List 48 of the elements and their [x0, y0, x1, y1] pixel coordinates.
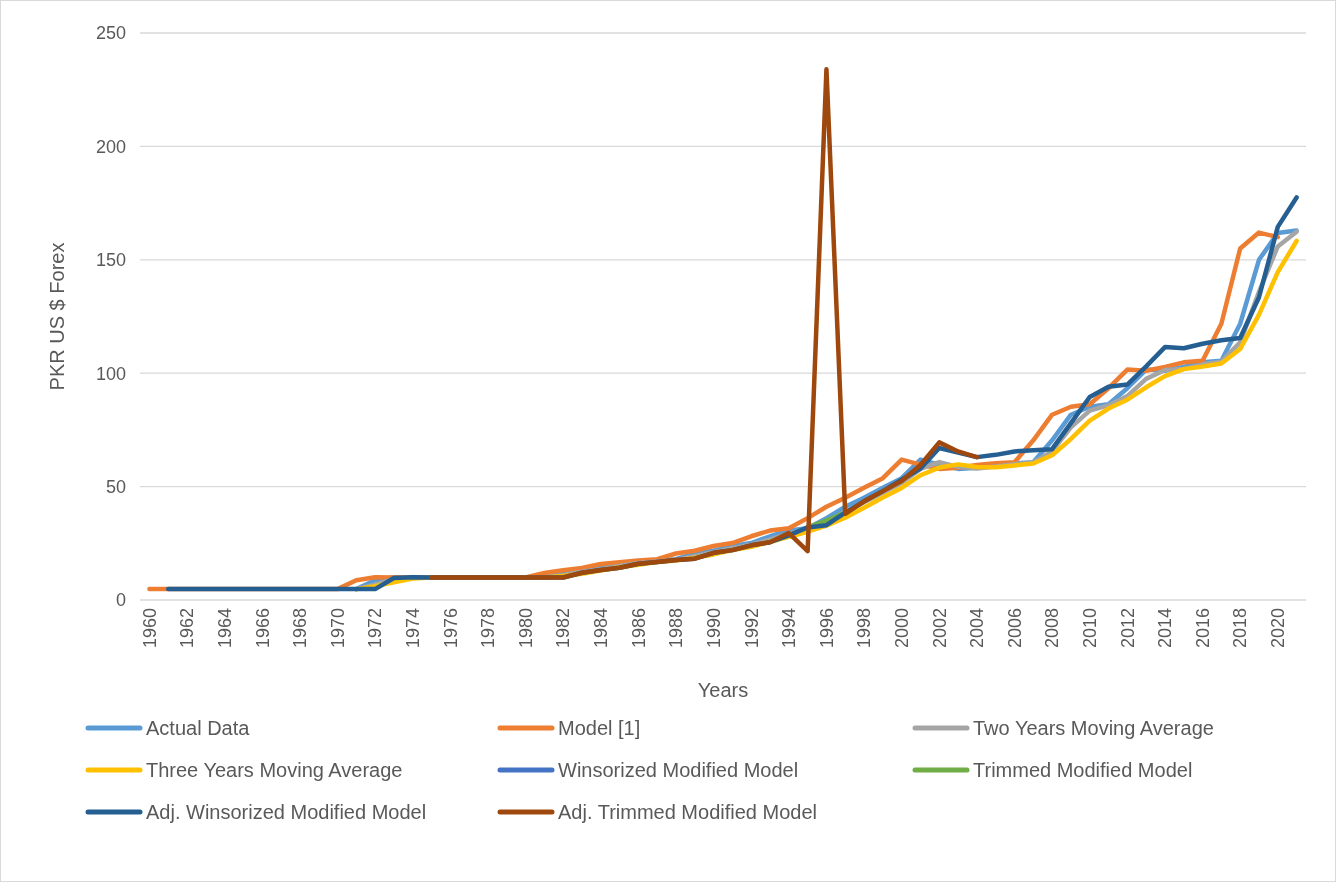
line-series [429, 67, 980, 580]
x-tick-label: 1968 [290, 608, 311, 649]
x-tick-label: 1996 [816, 608, 837, 649]
legend-label: Adj. Trimmed Modified Model [558, 801, 817, 823]
x-tick-label: 2004 [967, 608, 988, 649]
x-tick-label: 2018 [1230, 608, 1251, 649]
x-tick-label: 2010 [1080, 608, 1101, 649]
x-tick-label: 1982 [553, 608, 574, 649]
x-tick-label: 1972 [365, 608, 386, 649]
x-tick-label: 1994 [779, 608, 800, 649]
legend-label: Actual Data [146, 717, 251, 739]
x-tick-label: 1988 [666, 608, 687, 649]
x-tick-label: 2012 [1117, 608, 1138, 649]
y-tick-label: 200 [95, 136, 126, 157]
x-tick-label: 2006 [1004, 608, 1025, 649]
x-tick-label: 1992 [741, 608, 762, 649]
x-tick-label: 2016 [1192, 608, 1213, 649]
y-tick-label: 50 [105, 476, 126, 497]
x-tick-label: 1978 [478, 608, 499, 649]
y-tick-label: 0 [115, 590, 126, 611]
x-tick-label: 1964 [214, 608, 235, 649]
y-tick-label: 100 [95, 363, 126, 384]
legend-label: Three Years Moving Average [146, 759, 403, 781]
legend-label: Model [1] [558, 717, 641, 739]
y-tick-label: 150 [95, 250, 126, 271]
x-tick-label: 1962 [177, 608, 198, 649]
legend-label: Trimmed Modified Model [973, 759, 1193, 781]
x-tick-label: 2014 [1155, 608, 1176, 649]
x-tick-label: 2020 [1268, 608, 1289, 649]
x-tick-label: 1960 [139, 608, 160, 649]
x-tick-label: 1984 [591, 608, 612, 649]
legend-label: Adj. Winsorized Modified Model [146, 801, 427, 823]
x-tick-label: 1986 [628, 608, 649, 649]
x-tick-label: 1990 [703, 608, 724, 649]
x-tick-label: 1998 [854, 608, 875, 649]
x-tick-label: 1970 [327, 608, 348, 649]
x-axis-title: Years [697, 679, 749, 701]
x-tick-label: 1980 [515, 608, 536, 649]
x-tick-label: 1966 [252, 608, 273, 649]
x-tick-label: 1976 [440, 608, 461, 649]
legend-label: Two Years Moving Average [973, 717, 1214, 739]
x-tick-label: 1974 [402, 608, 423, 649]
y-axis-title: PKR US $ Forex [46, 242, 68, 391]
y-tick-label: 250 [95, 23, 126, 44]
x-tick-label: 2000 [891, 608, 912, 649]
x-tick-label: 2008 [1042, 608, 1063, 649]
legend-label: Winsorized Modified Model [558, 759, 799, 781]
x-tick-label: 2002 [929, 608, 950, 649]
